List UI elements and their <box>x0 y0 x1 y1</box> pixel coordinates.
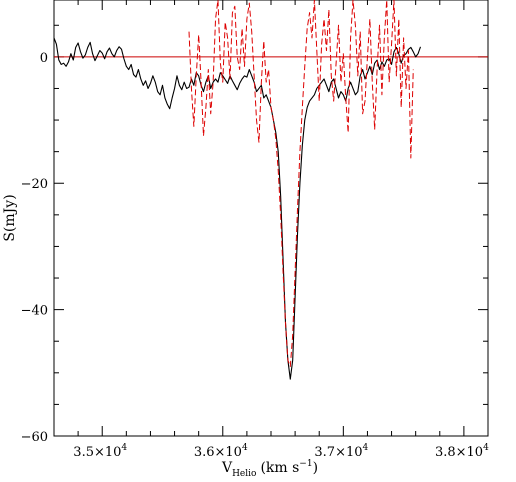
series-layer <box>54 0 422 380</box>
y-tick-label: 0 <box>40 51 48 66</box>
x-axis-label-var: V <box>221 460 233 476</box>
y-tick-label: −40 <box>21 304 48 319</box>
y-tick-label: −20 <box>21 177 48 192</box>
x-tick-label: 3.6×104 <box>194 443 248 460</box>
y-axis-label: S(mJy) <box>2 194 18 241</box>
x-axis-label-sub: Helio <box>232 469 256 479</box>
x-tick-label: 3.5×104 <box>73 443 127 460</box>
x-tick-labels: 3.5×104 3.6×104 3.7×104 3.8×104 <box>73 443 489 460</box>
y-tick-label: −60 <box>21 430 48 445</box>
x-axis-label-units: (km s <box>260 460 299 476</box>
y-tick-labels: 0 −20 −40 −60 <box>21 51 48 445</box>
x-axis-label-units-sup: −1 <box>299 459 312 469</box>
x-axis-label-units-close: ) <box>313 460 318 476</box>
x-axis-label: VHelio (km s−1) <box>221 459 318 479</box>
x-tick-label: 3.8×104 <box>435 443 489 460</box>
axis-ticks <box>53 0 489 437</box>
x-tick-label: 3.7×104 <box>314 443 368 460</box>
plot-frame <box>53 0 489 437</box>
series-line-dashed <box>188 0 414 367</box>
series-line-solid <box>54 37 422 380</box>
